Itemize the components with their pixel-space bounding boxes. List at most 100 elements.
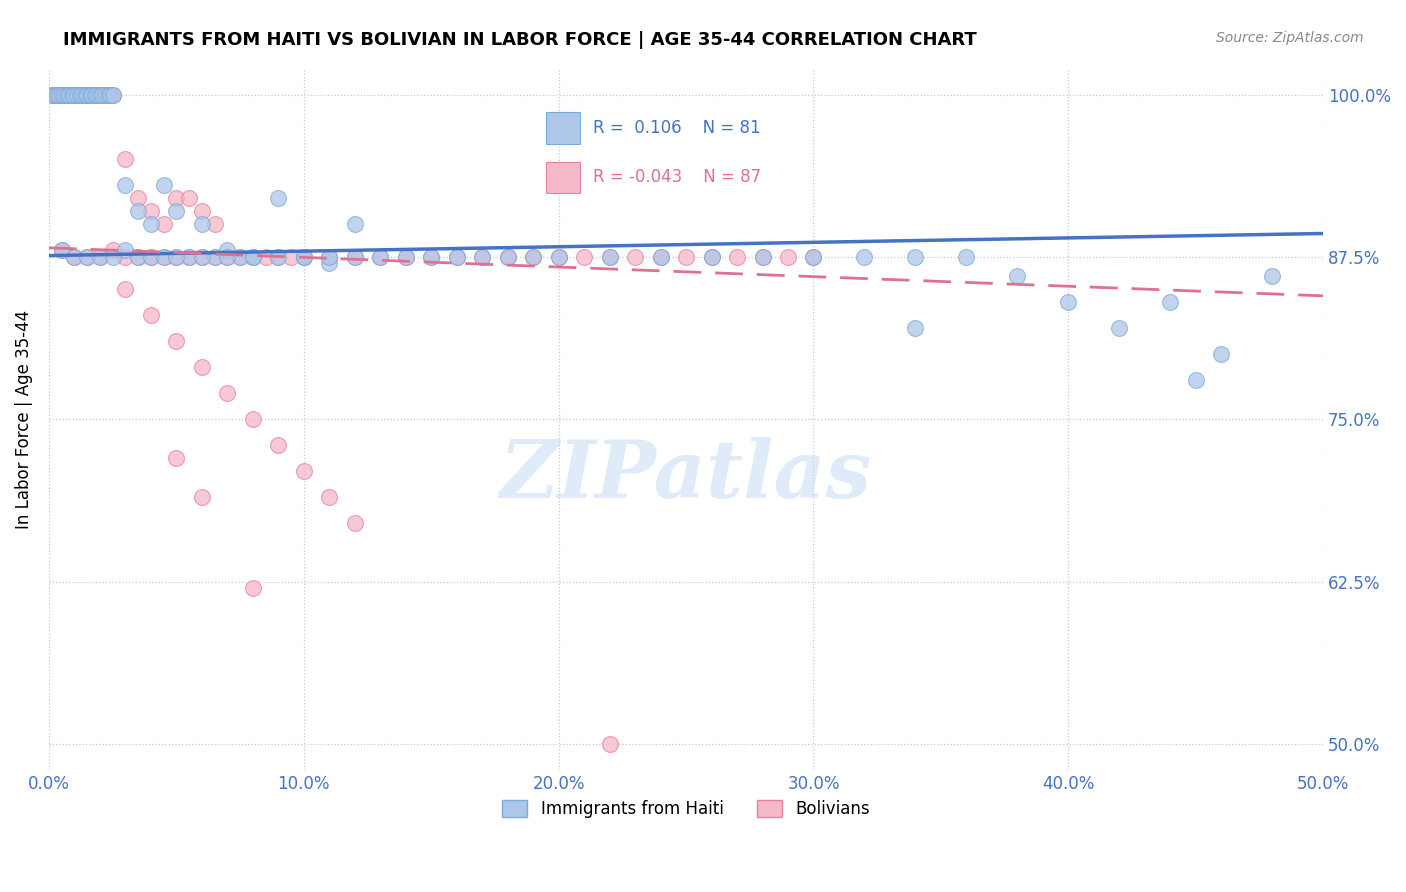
Point <box>114 153 136 167</box>
Point <box>69 87 91 102</box>
Point <box>395 250 418 264</box>
Point <box>267 250 290 264</box>
Point <box>292 250 315 264</box>
Point <box>66 87 89 102</box>
Point <box>496 250 519 264</box>
Text: IMMIGRANTS FROM HAITI VS BOLIVIAN IN LABOR FORCE | AGE 35-44 CORRELATION CHART: IMMIGRANTS FROM HAITI VS BOLIVIAN IN LAB… <box>63 31 977 49</box>
Point <box>1159 295 1181 310</box>
Point <box>60 87 83 102</box>
Point <box>1184 373 1206 387</box>
Point <box>217 386 239 401</box>
Point <box>114 282 136 296</box>
Point <box>114 250 136 264</box>
Point <box>56 87 79 102</box>
Point <box>368 250 391 264</box>
Point <box>82 87 104 102</box>
Point <box>204 250 226 264</box>
Point <box>191 204 214 219</box>
Point <box>853 250 876 264</box>
Point <box>152 178 174 193</box>
Point <box>91 87 114 102</box>
Point <box>471 250 494 264</box>
Y-axis label: In Labor Force | Age 35-44: In Labor Force | Age 35-44 <box>15 310 32 529</box>
Point <box>572 250 595 264</box>
Point <box>69 87 91 102</box>
Point <box>42 87 65 102</box>
Point <box>51 87 73 102</box>
Point <box>229 250 252 264</box>
Point <box>229 250 252 264</box>
Point <box>76 250 98 264</box>
Point <box>165 191 187 205</box>
Point <box>165 250 187 264</box>
Point <box>522 250 544 264</box>
Point <box>63 250 86 264</box>
Point <box>48 87 70 102</box>
Point <box>242 250 264 264</box>
Point <box>217 250 239 264</box>
Point <box>547 250 569 264</box>
Point <box>446 250 468 264</box>
Point <box>343 516 366 531</box>
Point <box>165 204 187 219</box>
Point <box>217 244 239 258</box>
Point <box>89 87 111 102</box>
Point <box>751 250 773 264</box>
Point <box>280 250 302 264</box>
Point <box>318 490 340 504</box>
Point <box>650 250 672 264</box>
Point <box>45 87 67 102</box>
Point <box>79 87 101 102</box>
Point <box>139 250 162 264</box>
Point <box>446 250 468 264</box>
Point <box>79 87 101 102</box>
Point <box>179 191 201 205</box>
Point <box>675 250 697 264</box>
Point <box>89 87 111 102</box>
Point <box>191 360 214 375</box>
Point <box>86 87 108 102</box>
Point <box>204 218 226 232</box>
Point <box>1211 347 1233 361</box>
Point <box>127 204 149 219</box>
Point <box>368 250 391 264</box>
Point <box>267 191 290 205</box>
Point <box>76 250 98 264</box>
Point <box>471 250 494 264</box>
Point <box>89 250 111 264</box>
Point <box>41 87 63 102</box>
Point <box>904 250 927 264</box>
Point <box>179 250 201 264</box>
Point <box>803 250 825 264</box>
Point <box>292 464 315 478</box>
Point <box>51 244 73 258</box>
Point <box>751 250 773 264</box>
Point <box>139 218 162 232</box>
Point <box>82 87 104 102</box>
Point <box>700 250 723 264</box>
Point <box>496 250 519 264</box>
Point <box>83 87 105 102</box>
Point <box>318 250 340 264</box>
Point <box>51 87 73 102</box>
Point <box>599 737 621 751</box>
Point <box>650 250 672 264</box>
Point <box>114 244 136 258</box>
Point <box>70 87 93 102</box>
Point <box>98 87 121 102</box>
Point <box>318 250 340 264</box>
Point <box>217 250 239 264</box>
Point <box>53 87 76 102</box>
Point <box>254 250 277 264</box>
Point <box>599 250 621 264</box>
Point <box>94 87 117 102</box>
Point <box>86 87 108 102</box>
Point <box>53 87 76 102</box>
Text: ZIPatlas: ZIPatlas <box>501 436 872 514</box>
Point <box>700 250 723 264</box>
Point <box>127 191 149 205</box>
Point <box>127 250 149 264</box>
Point <box>42 87 65 102</box>
Point <box>41 87 63 102</box>
Point <box>152 218 174 232</box>
